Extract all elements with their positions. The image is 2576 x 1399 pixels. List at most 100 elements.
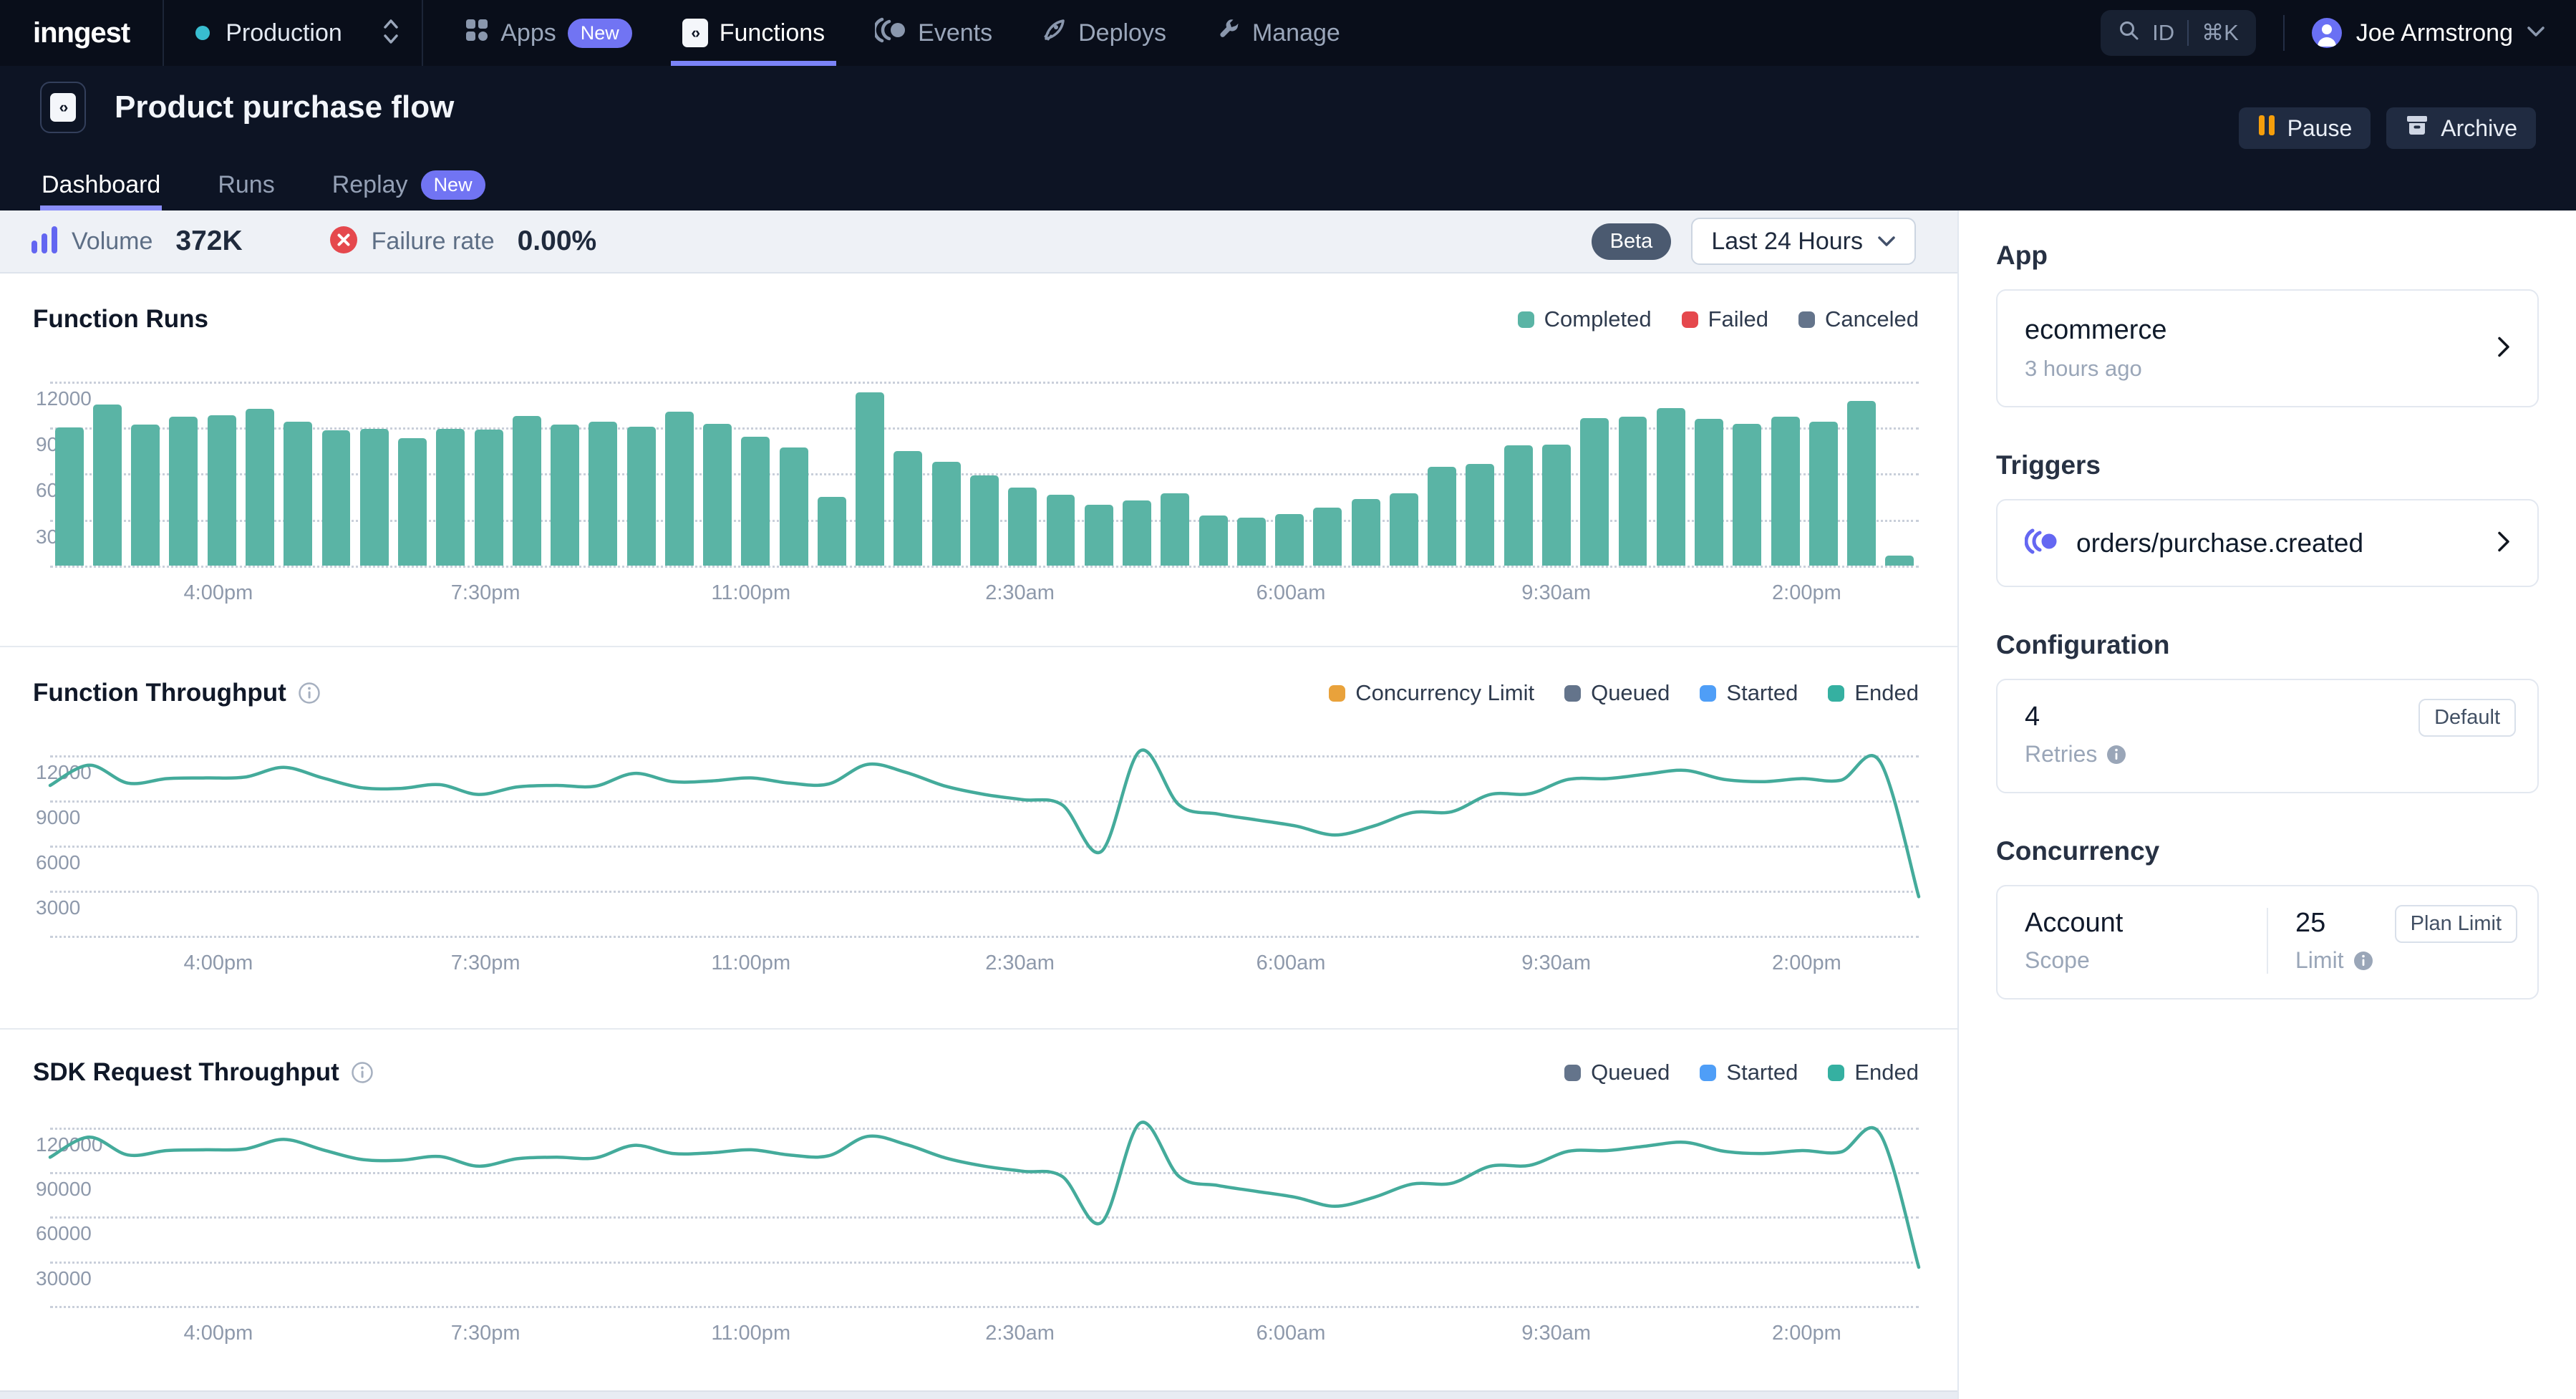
tab-label: Runs (218, 171, 274, 199)
x-axis-tick: 9:30am (1521, 581, 1591, 605)
info-icon[interactable] (351, 1061, 374, 1084)
configuration-heading: Configuration (1996, 630, 2539, 660)
bar-completed (322, 430, 351, 566)
legend-swatch (1518, 311, 1534, 328)
info-filled-icon[interactable] (2353, 950, 2374, 972)
info-filled-icon[interactable] (2106, 744, 2127, 765)
triggers-heading: Triggers (1996, 450, 2539, 480)
legend-label: Started (1726, 1060, 1798, 1085)
bar-completed (1161, 493, 1189, 566)
top-nav: inngest Production Apps New ‹› Functions… (0, 0, 2576, 66)
legend-item-ended[interactable]: Ended (1828, 680, 1919, 706)
line-series-ended (50, 740, 1919, 936)
bar-completed (1885, 556, 1914, 566)
info-icon[interactable] (298, 682, 321, 705)
legend-swatch (1828, 1065, 1844, 1081)
failure-rate-value: 0.00% (518, 226, 597, 257)
bar-completed (284, 422, 312, 566)
failure-rate-label: Failure rate (372, 228, 495, 256)
chart-title-text: SDK Request Throughput (33, 1058, 339, 1087)
bar-completed (780, 447, 808, 566)
legend-item-ended[interactable]: Ended (1828, 1060, 1919, 1085)
bar-completed (1085, 505, 1113, 566)
x-axis-tick: 6:00am (1256, 581, 1326, 605)
function-tabs: Dashboard Runs Replay New (40, 159, 487, 210)
volume-label: Volume (72, 228, 152, 256)
environment-switcher[interactable]: Production (164, 0, 422, 66)
legend-item-started[interactable]: Started (1700, 680, 1798, 706)
function-icon: ‹› (40, 82, 86, 133)
nav-item-events[interactable]: Events (875, 0, 992, 66)
plan-limit-badge: Plan Limit (2395, 905, 2517, 943)
nav-item-functions[interactable]: ‹› Functions (682, 0, 825, 66)
nav-divider (422, 0, 423, 66)
nav-item-label: Events (918, 19, 992, 47)
user-name[interactable]: Joe Armstrong (2356, 19, 2513, 47)
tab-runs[interactable]: Runs (216, 159, 276, 210)
legend-item-completed[interactable]: Completed (1518, 306, 1652, 332)
page-title: Product purchase flow (115, 89, 454, 125)
bar-completed (1619, 417, 1647, 566)
bar-completed (1771, 417, 1800, 566)
rocket-icon (1042, 18, 1067, 49)
retries-card: 4 Retries Default (1996, 679, 2539, 793)
legend-label: Completed (1544, 306, 1652, 332)
x-axis: 4:00pm7:30pm11:00pm2:30am6:00am9:30am2:0… (50, 1322, 1919, 1350)
trigger-event-name: orders/purchase.created (2076, 528, 2363, 558)
bar-completed (589, 422, 617, 566)
inngest-logo[interactable]: inngest (0, 17, 163, 49)
pause-label: Pause (2287, 115, 2353, 142)
tab-dashboard[interactable]: Dashboard (40, 159, 162, 210)
bar-completed (1657, 408, 1685, 566)
chart-legend: Queued Started Ended (1564, 1060, 1919, 1085)
nav-right: ID ⌘K Joe Armstrong (2101, 10, 2576, 56)
tab-replay[interactable]: Replay New (331, 159, 487, 210)
retries-default-badge: Default (2418, 699, 2516, 737)
avatar[interactable] (2312, 18, 2342, 48)
bar-completed (1008, 488, 1037, 566)
x-axis-tick: 9:30am (1521, 1322, 1591, 1345)
legend-label: Failed (1708, 306, 1768, 332)
app-card[interactable]: ecommerce 3 hours ago (1996, 289, 2539, 407)
concurrency-card: Account Scope 25 Limit Plan Limit (1996, 885, 2539, 999)
concurrency-heading: Concurrency (1996, 836, 2539, 866)
nav-item-label: Manage (1252, 19, 1340, 47)
user-menu-chevron-icon[interactable] (2526, 25, 2546, 42)
legend-item-queued[interactable]: Queued (1564, 680, 1670, 706)
bar-completed (1313, 508, 1342, 566)
bar-completed (1847, 401, 1876, 566)
bar-completed (513, 416, 541, 566)
details-sidebar: App ecommerce 3 hours ago Triggers order… (1957, 210, 2576, 1399)
x-axis-tick: 4:00pm (184, 1322, 253, 1345)
search-pill-divider (2187, 20, 2189, 46)
bar-completed (1352, 499, 1380, 566)
bar-completed (703, 424, 732, 566)
legend-item-canceled[interactable]: Canceled (1798, 306, 1919, 332)
scope-value: Account (2025, 908, 2240, 939)
bar-completed (169, 417, 198, 566)
legend-item-started[interactable]: Started (1700, 1060, 1798, 1085)
bar-completed (1466, 464, 1494, 566)
legend-item-failed[interactable]: Failed (1682, 306, 1768, 332)
legend-swatch (1564, 685, 1581, 702)
nav-divider (2283, 15, 2285, 51)
nav-item-deploys[interactable]: Deploys (1042, 0, 1166, 66)
legend-item-concurrency-limit[interactable]: Concurrency Limit (1329, 680, 1534, 706)
pause-button[interactable]: Pause (2239, 107, 2371, 149)
legend-label: Canceled (1825, 306, 1919, 332)
archive-button[interactable]: Archive (2386, 107, 2536, 149)
trigger-card[interactable]: orders/purchase.created (1996, 499, 2539, 587)
bar-completed (1237, 518, 1266, 566)
search-shortcut[interactable]: ID ⌘K (2101, 10, 2256, 56)
nav-item-label: Apps (500, 19, 556, 47)
archive-label: Archive (2441, 115, 2517, 142)
archive-icon (2405, 114, 2429, 142)
legend-swatch (1700, 1065, 1716, 1081)
time-range-dropdown[interactable]: Last 24 Hours (1691, 218, 1916, 265)
nav-item-manage[interactable]: Manage (1216, 0, 1340, 66)
nav-item-apps[interactable]: Apps New (465, 0, 632, 66)
legend-item-queued[interactable]: Queued (1564, 1060, 1670, 1085)
scope-label: Scope (2025, 947, 2090, 974)
tab-label: Replay (332, 171, 408, 199)
function-runs-chart: 120009000600030004:00pm7:30pm11:00pm2:30… (50, 372, 1919, 566)
